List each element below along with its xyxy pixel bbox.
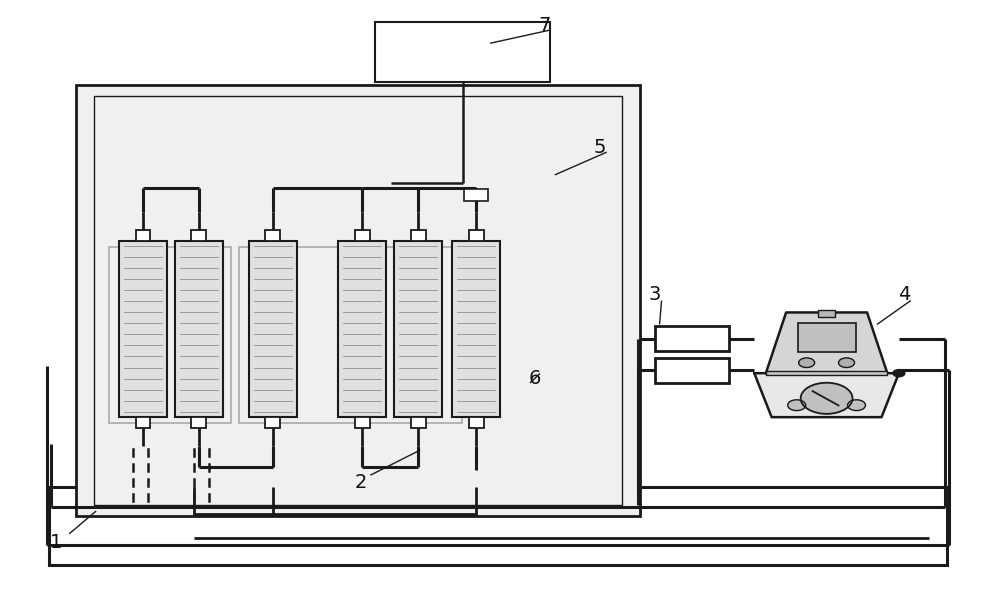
Bar [265,230,280,240]
Text: 7: 7 [539,16,551,35]
Bar [766,371,887,375]
Bar [375,22,550,82]
Bar [191,230,206,240]
Bar [175,240,223,417]
Bar [798,323,856,352]
Circle shape [801,383,853,414]
Bar [411,230,426,240]
Bar [394,240,442,417]
Text: 1: 1 [50,533,62,552]
Bar [464,189,488,201]
Circle shape [893,370,905,377]
Text: 6: 6 [529,369,541,388]
Bar [239,246,462,423]
Circle shape [848,400,865,410]
Bar [49,487,947,565]
Bar [655,326,729,352]
Polygon shape [754,373,899,417]
Circle shape [799,358,815,367]
Bar [355,230,370,240]
Text: 5: 5 [593,138,606,157]
Bar [338,240,386,417]
Bar [119,240,167,417]
Bar [136,230,150,240]
Bar [818,310,835,317]
Bar [76,85,640,516]
Bar [452,240,500,417]
Bar [136,417,150,428]
Bar [469,417,484,428]
Bar [655,358,729,383]
Polygon shape [766,313,887,373]
Bar [191,417,206,428]
Bar [94,96,622,505]
Bar [265,417,280,428]
Text: 4: 4 [898,285,910,304]
Bar [109,246,231,423]
Bar [355,417,370,428]
Bar [249,240,297,417]
Bar [411,417,426,428]
Circle shape [788,400,806,410]
Circle shape [839,358,855,367]
Text: 2: 2 [354,474,367,492]
Bar [469,230,484,240]
Text: 3: 3 [648,285,661,304]
